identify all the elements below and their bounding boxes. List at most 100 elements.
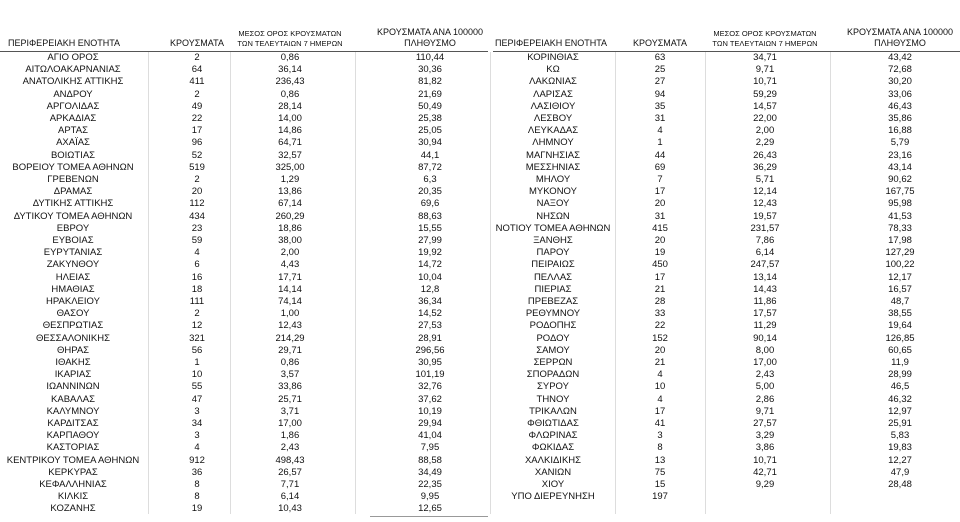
table-cell: 5,79 [890, 137, 910, 149]
region-name: ΕΥΒΟΙΑΣ [52, 235, 94, 246]
table-cell: 2 [194, 308, 200, 320]
column-header: ΠΛΗΘΥΣΜΟ [404, 38, 456, 48]
table-cell: 434 [189, 210, 205, 222]
table-cell: 7,95 [420, 442, 440, 454]
region-name: ΚΩ [546, 64, 560, 76]
region-name: ΛΗΜΝΟΥ [532, 137, 574, 149]
region-name: ΕΥΡΥΤΑΝΙΑΣ [43, 247, 103, 259]
column-divider [230, 52, 231, 514]
table-cell: 27,53 [418, 320, 442, 332]
region-name: ΚΕΡΚΥΡΑΣ [48, 466, 98, 478]
table-cell: 3 [194, 430, 200, 442]
table-cell: 35,86 [888, 113, 912, 124]
table-cell: 13 [654, 454, 666, 466]
table-cell: 21,69 [418, 88, 442, 100]
table-cell: 23,16 [888, 149, 912, 161]
table-cell: 28,99 [888, 369, 912, 381]
table-cell: 30,20 [888, 76, 912, 88]
table-cell: 296,56 [415, 344, 445, 356]
table-cell: 6,3 [423, 174, 437, 185]
table-cell: 17,71 [278, 271, 302, 283]
table-cell: 25,91 [888, 418, 912, 429]
region-name: ΠΕΛΛΑΣ [533, 271, 573, 283]
region-name: ΒΟΡΕΙΟΥ ΤΟΜΕΑ ΑΘΗΝΩΝ [12, 161, 134, 173]
table-cell: 2,29 [755, 137, 775, 149]
table-cell: 214,29 [275, 332, 305, 344]
table-cell: 2 [194, 52, 200, 63]
region-name: ΧΙΟΥ [541, 479, 565, 490]
table-cell: 64,71 [278, 137, 302, 149]
column-divider [148, 52, 149, 514]
table-cell: 7,71 [280, 479, 300, 490]
table-cell: 411 [189, 76, 205, 88]
table-cell: 12,43 [278, 320, 302, 332]
table-cell: 14,14 [278, 283, 302, 295]
table-cell: 75 [654, 466, 666, 478]
table-cell: 325,00 [275, 161, 305, 173]
table-cell: 74,14 [278, 296, 302, 307]
table-cell: 0,86 [280, 52, 300, 63]
region-name: ΛΕΣΒΟΥ [533, 113, 573, 124]
column-header: ΠΕΡΙΦΕΡΕΙΑΚΗ ΕΝΟΤΗΤΑ [8, 38, 121, 48]
table-cell: 96 [191, 137, 203, 149]
region-name: ΧΑΛΚΙΔΙΚΗΣ [524, 454, 582, 466]
table-cell: 9,29 [755, 479, 775, 490]
table-cell: 41,53 [888, 210, 912, 222]
table-cell: 2,43 [280, 442, 300, 454]
table-cell: 59 [191, 235, 203, 246]
table-cell: 69,6 [420, 198, 440, 210]
table-cell: 36,34 [418, 296, 442, 307]
table-cell: 12,8 [420, 283, 440, 295]
table-cell: 44 [654, 149, 666, 161]
column-divider [830, 52, 831, 514]
table-cell: 46,43 [888, 100, 912, 112]
table-cell: 34,49 [418, 466, 442, 478]
table-cell: 78,33 [888, 222, 912, 234]
table-cell: 60,65 [888, 344, 912, 356]
table-cell: 4 [194, 247, 200, 259]
table-cell: 90,14 [753, 332, 777, 344]
region-name: ΦΘΙΩΤΙΔΑΣ [527, 418, 579, 429]
table-cell: 67,14 [278, 198, 302, 210]
region-name: ΦΛΩΡΙΝΑΣ [528, 430, 578, 442]
table-cell: 11,9 [891, 357, 909, 368]
table-cell: 20,35 [418, 186, 442, 198]
table-cell: 17,00 [278, 418, 302, 429]
table-cell: 42,71 [753, 466, 777, 478]
table-cell: 0,86 [280, 357, 300, 368]
table-cell: 27,99 [418, 235, 442, 246]
region-name: ΝΟΤΙΟΥ ΤΟΜΕΑ ΑΘΗΝΩΝ [495, 222, 611, 234]
table-cell: 20 [654, 198, 666, 210]
region-name: ΑΝΑΤΟΛΙΚΗΣ ΑΤΤΙΚΗΣ [22, 76, 124, 88]
table-cell: 519 [189, 161, 205, 173]
region-name: ΙΩΑΝΝΙΝΩΝ [46, 381, 100, 393]
table-cell: 20 [654, 235, 666, 246]
region-name: ΣΥΡΟΥ [537, 381, 569, 393]
table-cell: 21 [654, 283, 666, 295]
region-name: ΚΑΒΑΛΑΣ [51, 393, 95, 405]
table-cell: 1,00 [280, 308, 300, 320]
table-cell: 47,9 [890, 466, 910, 478]
header-rule [493, 51, 960, 52]
table-cell: 10,71 [753, 454, 777, 466]
region-name: ΑΓΙΟ ΟΡΟΣ [47, 52, 99, 63]
table-cell: 10,19 [418, 405, 442, 417]
table-cell: 29,71 [278, 344, 302, 356]
table-cell: 100,22 [885, 259, 915, 271]
table-cell: 12,17 [888, 271, 912, 283]
table-cell: 13,86 [278, 186, 302, 198]
region-name: ΡΟΔΟΠΗΣ [529, 320, 577, 332]
table-cell: 17,98 [888, 235, 912, 246]
table-cell: 321 [189, 332, 205, 344]
table-cell: 50,49 [418, 100, 442, 112]
region-name: ΜΥΚΟΝΟΥ [529, 186, 577, 198]
table-cell: 16,88 [888, 125, 912, 137]
region-name: ΜΑΓΝΗΣΙΑΣ [526, 149, 580, 161]
table-cell: 4 [194, 442, 200, 454]
table-cell: 14,72 [418, 259, 442, 271]
table-cell: 20 [654, 344, 666, 356]
table-cell: 12 [191, 320, 203, 332]
region-name: ΑΧΑΪΑΣ [56, 137, 90, 149]
table-cell: 2,00 [755, 125, 775, 137]
table-cell: 69 [654, 161, 666, 173]
